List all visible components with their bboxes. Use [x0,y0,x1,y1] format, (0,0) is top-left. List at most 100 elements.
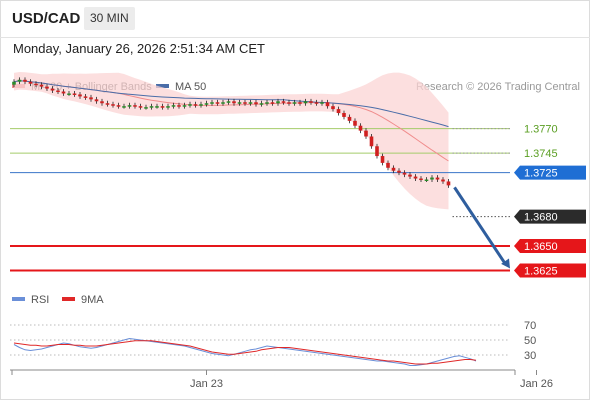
candle-body [221,102,225,104]
candle-body [39,84,44,87]
candle-body [94,99,99,102]
candle-body [210,102,214,104]
legend-label: 9MA [81,294,104,306]
candle-body [67,93,71,95]
candle-body [28,81,33,84]
legend-label: RSI [31,294,49,306]
candle-body [358,125,363,131]
candle-body [83,96,88,98]
candle-body [402,172,407,175]
candle-body [138,106,143,108]
candle-body [446,181,451,186]
candle-body [204,103,209,105]
candle-body [336,109,341,114]
candle-body [78,94,82,97]
candle-body [314,102,319,104]
candle-body [375,146,379,157]
candle-body [133,105,137,107]
candle-body [100,101,104,104]
price-levels: 1.3770 1.3745 1.3725 1.3680 1.3650 1.3625 [10,124,586,278]
support-label: 1.3650 [524,241,558,253]
rsi-ma-line [13,340,477,365]
rsi-tick-label: 50 [524,335,536,347]
candle-body [386,162,390,168]
candle-body [254,102,258,105]
candle-body [408,174,412,177]
candle-body [177,105,181,107]
candle-body [171,105,176,107]
candle-body [424,179,429,182]
candle-body [292,102,297,104]
candle-body [127,105,132,107]
candle-body [430,177,434,180]
candle-body [166,106,170,108]
x-axis-tick-label: Jan 26 [520,378,553,390]
candle-body [237,102,242,104]
projection-arrow [453,186,510,269]
legend-swatch [62,297,75,301]
candle-body [276,101,280,104]
datetime-label: Monday, January 26, 2026 2:51:34 AM CET [13,41,265,56]
bollinger-band-area [14,72,449,210]
candle-body [232,101,236,104]
candle-body [441,179,445,182]
candle-body [116,105,121,107]
candle-body [331,106,335,110]
candle-body [298,102,302,104]
candle-body [61,91,66,94]
last-price-tag [514,209,586,224]
candle-body [287,102,291,104]
candle-body [34,83,38,86]
candle-body [149,106,154,108]
candle-body [144,107,148,109]
candle-body [391,167,396,171]
legend-swatch [12,297,25,301]
candle-body [435,177,440,180]
candle-body [281,101,286,103]
candle-body [226,101,231,103]
candle-body [380,156,385,163]
candle-body [160,106,165,108]
pivot-label: 1.3725 [524,168,558,180]
rsi-tick-label: 70 [524,320,536,332]
candle-body [12,81,16,85]
candle-body [45,86,49,89]
candle-body [265,102,269,104]
candle-body [89,97,93,100]
ma50-line [13,80,449,128]
candle-body [17,79,22,82]
candle-body [369,136,374,147]
candle-body [23,79,27,82]
candle-body [155,106,159,108]
candle-body [353,120,357,126]
projection-shaft [453,186,507,265]
moving-averages [13,80,449,162]
rsi-panel: RSI 9MA 70 50 30 [10,294,536,366]
candle-body [111,104,115,106]
candle-body [56,90,60,93]
x-axis-tick-label: Jan 23 [190,378,223,390]
candle-body [215,102,220,104]
resistance-label: 1.3770 [524,124,558,136]
rsi-line [13,337,477,366]
candle-body [122,106,126,108]
legend-label: MA 50 [175,81,206,93]
candle-body [325,102,330,107]
candle-body [50,88,55,91]
candle-body [243,102,247,104]
candle-body [182,105,187,107]
candle-body [72,93,77,95]
candle-body [320,102,324,104]
candle-body [259,103,264,105]
legend-swatch [156,84,169,88]
candle-body [193,104,198,106]
candle-body [105,103,110,105]
candle-body [188,104,192,106]
timeframe-selector[interactable]: 30 MIN [84,7,135,30]
candle-body [270,102,275,104]
candle-body [199,104,203,106]
bollinger-bands [14,72,449,210]
candle-body [248,102,253,104]
